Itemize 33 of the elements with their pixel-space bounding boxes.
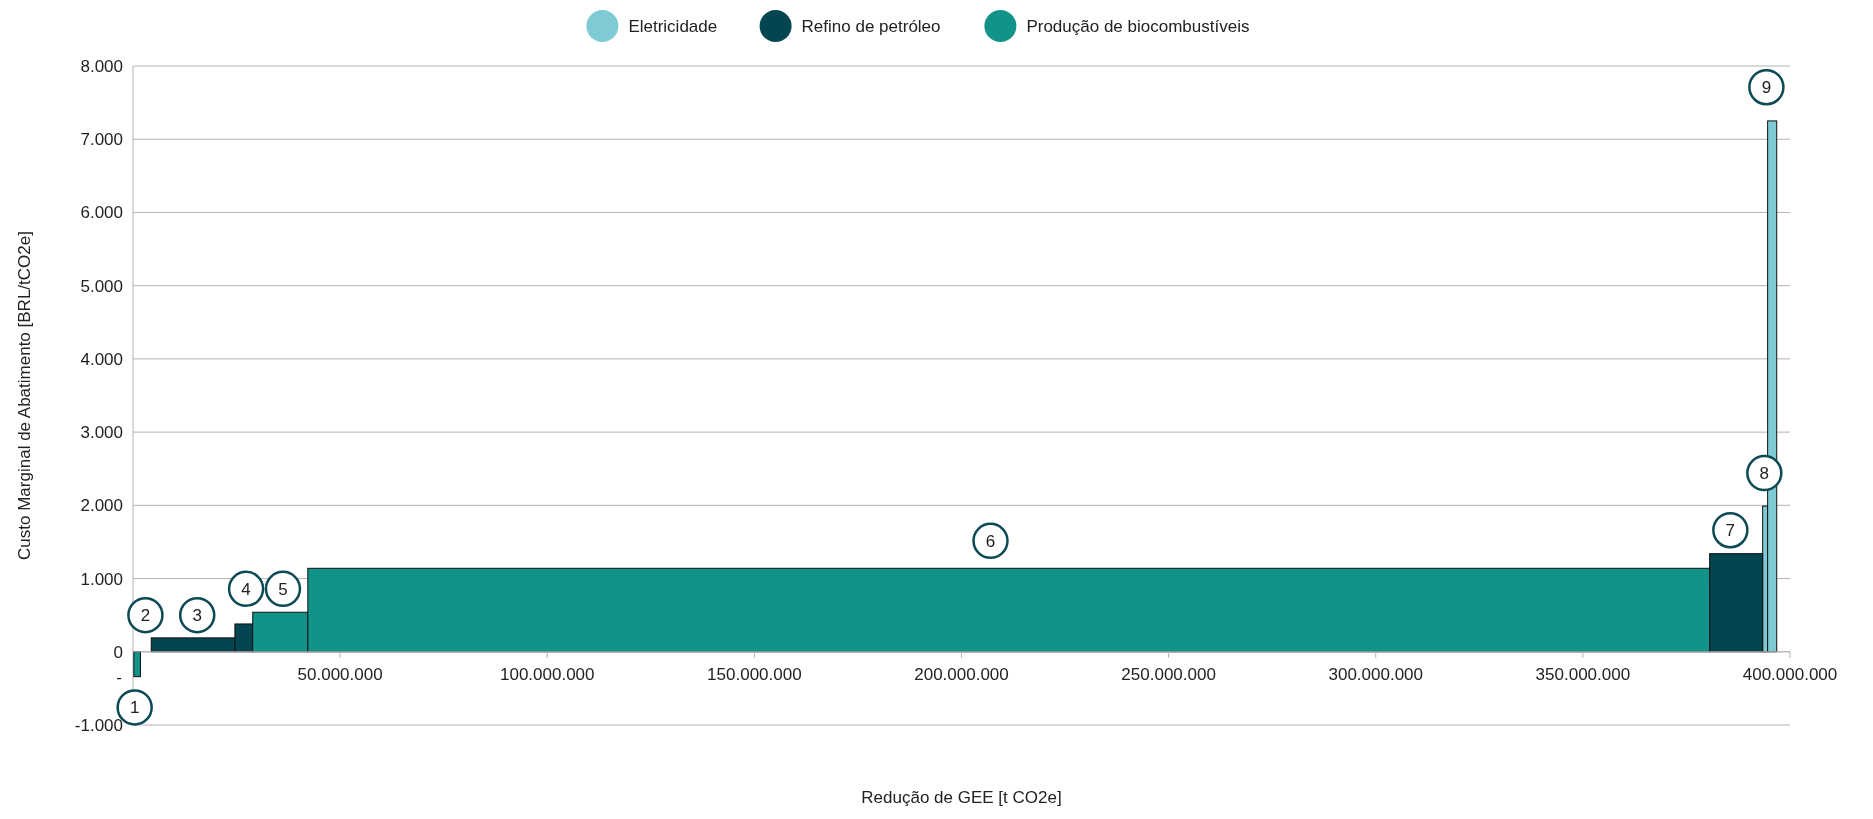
y-tick-label: 7.000 xyxy=(80,130,123,150)
x-tick-label: 100.000.000 xyxy=(499,664,595,684)
x-tick-label: 400.000.000 xyxy=(1742,664,1838,684)
legend-label: Eletricidade xyxy=(628,16,718,36)
y-tick-label: 1.000 xyxy=(80,569,123,589)
annotation: 2 xyxy=(140,606,151,626)
y-tick-label: 5.000 xyxy=(80,276,123,296)
y-tick-label: 3.000 xyxy=(80,423,123,443)
annotation: 8 xyxy=(1759,464,1770,484)
legend-label: Produção de biocombustíveis xyxy=(1026,16,1250,36)
annotation: 5 xyxy=(278,579,288,599)
annotation: 3 xyxy=(192,606,202,626)
y-tick-label: 4.000 xyxy=(80,349,123,369)
annotation: 7 xyxy=(1725,521,1736,541)
annotation: - xyxy=(116,667,122,687)
y-tick-label: 6.000 xyxy=(80,203,123,223)
x-tick-label: 300.000.000 xyxy=(1328,664,1424,684)
y-tick-label: 0 xyxy=(113,642,123,662)
x-axis-title: Redução de GEE [t CO2e] xyxy=(861,788,1062,807)
x-tick-label: 200.000.000 xyxy=(914,664,1009,684)
x-tick-label: 50.000.000 xyxy=(297,664,383,684)
y-tick-label: -1.000 xyxy=(74,715,123,735)
y-axis-title: Custo Marginal de Abatimento [BRL/tCO2e] xyxy=(15,231,34,560)
x-tick-label: 250.000.000 xyxy=(1121,664,1216,684)
annotation: 6 xyxy=(985,531,996,551)
x-tick-label: 150.000.000 xyxy=(707,664,802,684)
y-tick-label: 2.000 xyxy=(80,496,123,516)
annotation: 4 xyxy=(241,579,251,599)
annotation: 9 xyxy=(1761,78,1772,98)
x-tick-label: 350.000.000 xyxy=(1535,664,1631,684)
legend-label: Refino de petróleo xyxy=(801,16,941,36)
y-tick-label: 8.000 xyxy=(80,56,123,76)
annotation: 1 xyxy=(129,698,140,718)
